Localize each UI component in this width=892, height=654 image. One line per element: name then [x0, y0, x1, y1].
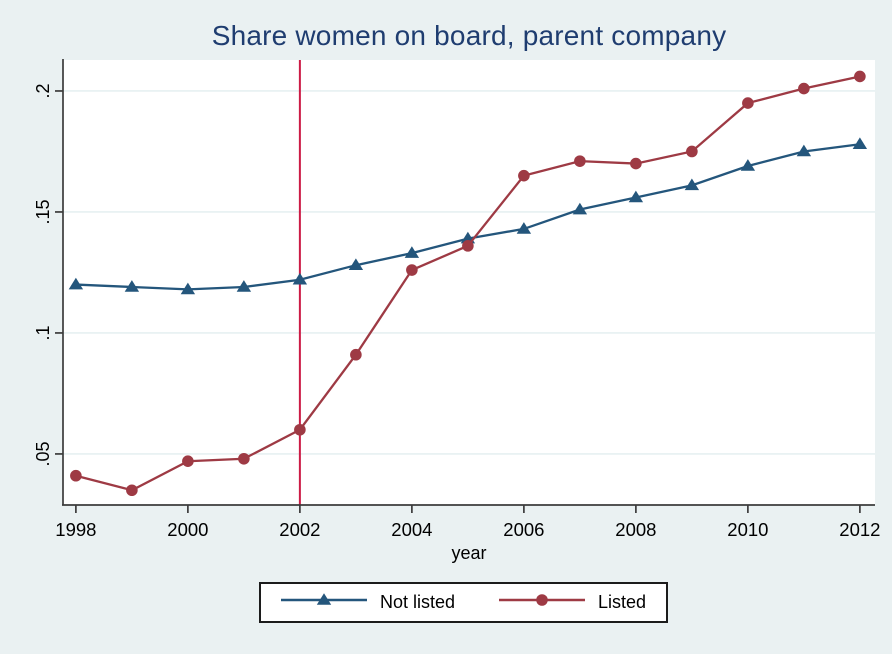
marker-circle-listed — [182, 455, 194, 468]
marker-circle-listed — [630, 157, 642, 170]
y-tick-label: .1 — [33, 325, 53, 340]
marker-circle-listed — [798, 82, 810, 95]
marker-triangle-not-listed — [124, 280, 140, 292]
legend-item-not-listed: Not listed — [280, 590, 455, 615]
marker-triangle-not-listed — [68, 277, 84, 290]
x-axis-title: year — [451, 543, 487, 563]
y-tick-label: .2 — [33, 83, 53, 98]
marker-circle-listed — [518, 169, 530, 182]
legend-swatch-graphic — [280, 593, 367, 605]
marker-circle-listed — [462, 240, 474, 252]
marker-circle-listed — [574, 155, 586, 167]
x-tick-label: 2002 — [279, 519, 320, 540]
x-tick-label: 2012 — [839, 519, 880, 540]
marker-circle-listed — [70, 469, 82, 482]
marker-circle-listed — [126, 484, 138, 497]
legend-item-listed: Listed — [499, 590, 646, 615]
x-tick-label: 2010 — [727, 519, 768, 540]
marker-circle-listed — [742, 97, 754, 109]
y-tick-label: .15 — [33, 199, 53, 224]
series-not-listed — [68, 137, 868, 295]
marker-triangle-not-listed — [348, 258, 364, 270]
marker-circle-listed — [294, 423, 306, 436]
marker-triangle-not-listed — [404, 246, 420, 258]
marker-triangle-not-listed — [516, 222, 532, 234]
y-tick-label: .05 — [33, 441, 53, 466]
plot-background — [63, 60, 875, 505]
marker-circle-listed — [854, 70, 866, 83]
marker-triangle-not-listed — [796, 144, 812, 157]
marker-triangle-not-listed — [292, 272, 308, 285]
legend-swatch-not-listed — [280, 590, 367, 615]
legend-swatch-listed — [499, 590, 585, 615]
x-tick-label: 1998 — [55, 519, 96, 540]
marker-circle-listed — [350, 348, 362, 361]
legend-label-not-listed: Not listed — [379, 592, 455, 612]
marker-circle-listed — [686, 145, 698, 158]
circle-marker-icon — [536, 594, 548, 606]
marker-triangle-not-listed — [852, 137, 868, 150]
marker-circle-listed — [238, 452, 250, 465]
triangle-marker-icon — [316, 593, 332, 605]
marker-circle-listed — [406, 264, 418, 276]
marker-triangle-not-listed — [628, 190, 644, 203]
x-tick-label: 2006 — [503, 519, 544, 540]
marker-triangle-not-listed — [572, 202, 588, 215]
x-tick-label: 2000 — [167, 519, 208, 540]
marker-triangle-not-listed — [236, 280, 252, 292]
x-tick-label: 2008 — [615, 519, 656, 540]
legend: Not listed Listed — [259, 582, 668, 623]
marker-triangle-not-listed — [180, 282, 196, 295]
x-tick-label: 2004 — [391, 519, 432, 540]
chart-title: Share women on board, parent company — [211, 20, 727, 51]
legend-label-listed: Listed — [598, 592, 647, 612]
marker-triangle-not-listed — [740, 159, 756, 171]
series-listed — [70, 70, 866, 497]
legend-swatch-graphic — [499, 594, 585, 606]
marker-triangle-not-listed — [684, 178, 700, 191]
